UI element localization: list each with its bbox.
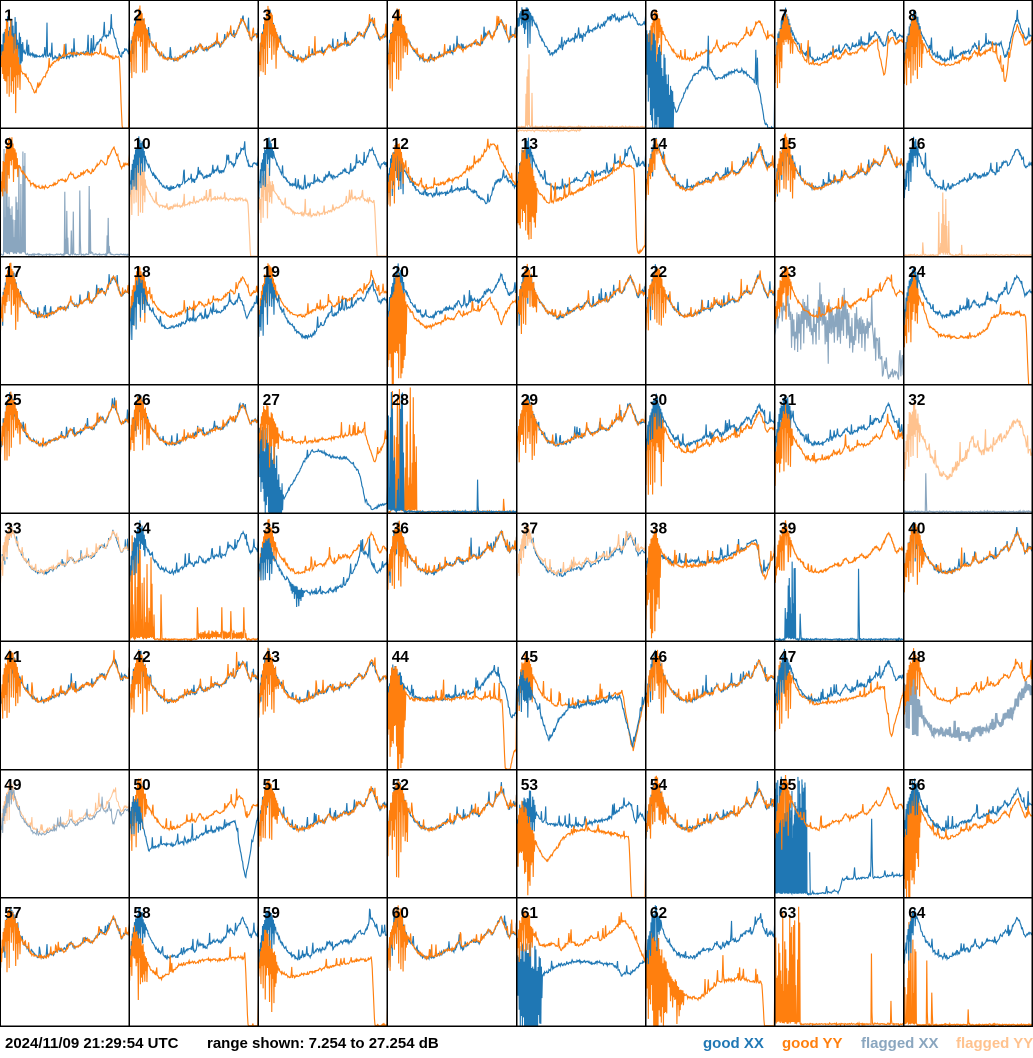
svg-text:45: 45 <box>521 649 539 666</box>
svg-text:49: 49 <box>4 777 22 794</box>
svg-text:19: 19 <box>263 264 281 281</box>
svg-text:14: 14 <box>650 136 668 153</box>
svg-text:34: 34 <box>133 521 151 538</box>
svg-text:18: 18 <box>133 264 151 281</box>
svg-text:28: 28 <box>392 392 410 409</box>
svg-text:35: 35 <box>263 521 281 538</box>
svg-text:44: 44 <box>392 649 410 666</box>
svg-text:47: 47 <box>779 649 796 666</box>
svg-text:1: 1 <box>4 8 13 25</box>
svg-text:30: 30 <box>650 392 667 409</box>
svg-text:63: 63 <box>779 905 797 922</box>
svg-text:2: 2 <box>133 8 142 25</box>
svg-text:good XX: good XX <box>703 1035 764 1052</box>
svg-text:17: 17 <box>4 264 21 281</box>
svg-text:29: 29 <box>521 392 539 409</box>
svg-text:11: 11 <box>263 136 280 153</box>
svg-text:57: 57 <box>4 905 21 922</box>
svg-text:42: 42 <box>133 649 150 666</box>
svg-text:55: 55 <box>779 777 797 794</box>
svg-text:26: 26 <box>133 392 151 409</box>
svg-text:51: 51 <box>263 777 281 794</box>
svg-text:62: 62 <box>650 905 667 922</box>
svg-text:64: 64 <box>908 905 926 922</box>
svg-text:22: 22 <box>650 264 667 281</box>
svg-text:43: 43 <box>263 649 281 666</box>
svg-text:59: 59 <box>263 905 281 922</box>
svg-text:60: 60 <box>392 905 409 922</box>
svg-text:31: 31 <box>779 392 797 409</box>
svg-text:50: 50 <box>133 777 150 794</box>
svg-text:48: 48 <box>908 649 926 666</box>
svg-text:39: 39 <box>779 521 797 538</box>
svg-text:5: 5 <box>521 8 530 25</box>
svg-text:3: 3 <box>263 8 272 25</box>
svg-text:9: 9 <box>4 136 13 153</box>
svg-text:12: 12 <box>392 136 409 153</box>
svg-text:13: 13 <box>521 136 539 153</box>
svg-text:23: 23 <box>779 264 797 281</box>
svg-text:good YY: good YY <box>782 1035 843 1052</box>
svg-text:52: 52 <box>392 777 409 794</box>
svg-text:53: 53 <box>521 777 539 794</box>
svg-text:6: 6 <box>650 8 659 25</box>
svg-text:61: 61 <box>521 905 539 922</box>
svg-text:15: 15 <box>779 136 797 153</box>
svg-text:24: 24 <box>908 264 926 281</box>
svg-text:10: 10 <box>133 136 150 153</box>
svg-text:33: 33 <box>4 521 22 538</box>
svg-text:40: 40 <box>908 521 925 538</box>
svg-text:38: 38 <box>650 521 668 538</box>
svg-text:2024/11/09 21:29:54 UTC: 2024/11/09 21:29:54 UTC <box>5 1035 179 1052</box>
svg-text:7: 7 <box>779 8 788 25</box>
svg-text:21: 21 <box>521 264 539 281</box>
svg-text:25: 25 <box>4 392 22 409</box>
svg-text:flagged XX: flagged XX <box>861 1035 939 1052</box>
svg-text:37: 37 <box>521 521 538 538</box>
svg-text:56: 56 <box>908 777 926 794</box>
svg-text:4: 4 <box>392 8 401 25</box>
svg-text:46: 46 <box>650 649 668 666</box>
svg-text:16: 16 <box>908 136 926 153</box>
svg-text:27: 27 <box>263 392 280 409</box>
svg-text:range shown: 7.254 to 27.254 d: range shown: 7.254 to 27.254 dB <box>207 1035 439 1052</box>
svg-text:58: 58 <box>133 905 151 922</box>
svg-text:36: 36 <box>392 521 410 538</box>
svg-text:32: 32 <box>908 392 925 409</box>
svg-text:flagged YY: flagged YY <box>956 1035 1033 1052</box>
svg-text:41: 41 <box>4 649 22 666</box>
svg-text:54: 54 <box>650 777 668 794</box>
svg-text:20: 20 <box>392 264 409 281</box>
svg-text:8: 8 <box>908 8 917 25</box>
